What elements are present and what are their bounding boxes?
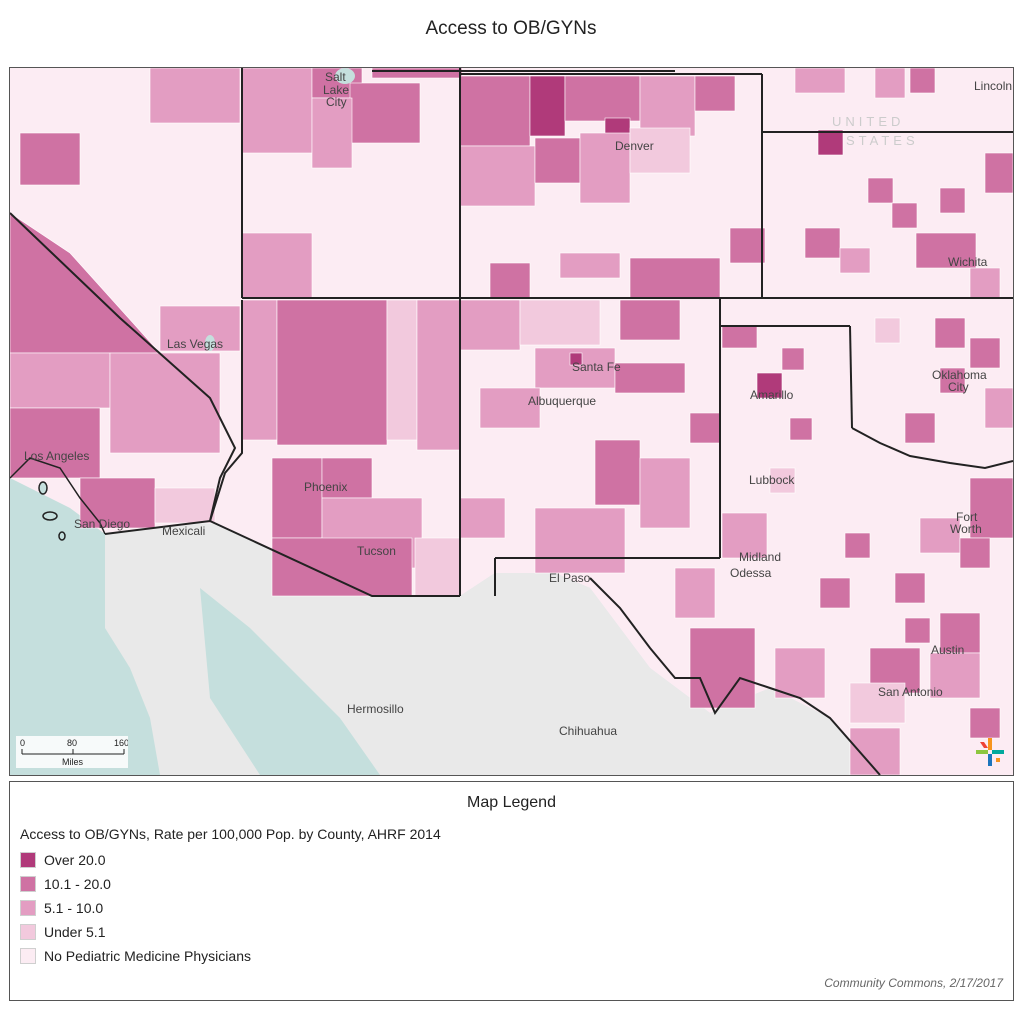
country-label: UNITED [832,114,904,129]
map-label: Albuquerque [528,394,596,408]
legend-label: No Pediatric Medicine Physicians [44,948,251,964]
legend-label: Under 5.1 [44,924,106,940]
channel-island [38,481,48,495]
map-label: Lake [323,83,349,97]
great-salt-lake [335,68,355,84]
map-label: San Antonio [878,685,943,699]
map-label: Oklahoma [932,368,987,382]
map-label: San Diego [74,517,130,531]
legend-item: 5.1 - 10.0 [20,896,251,920]
map-viewport[interactable]: Salt Lake City Denver Lincoln Wichita La… [9,67,1014,776]
state-borders [10,68,1013,775]
scale-tick-label: 160 [114,738,128,748]
scale-unit-label: Miles [62,757,84,767]
legend-label: 5.1 - 10.0 [44,900,104,916]
community-commons-logo-icon [976,738,1004,766]
map-title: Access to OB/GYNs [425,18,597,39]
legend-item: Under 5.1 [20,920,251,944]
map-label: Los Angeles [24,449,89,463]
legend-swatch [20,948,36,964]
map-label: Las Vegas [167,337,223,351]
coastline [10,457,106,535]
legend-list: Over 20.0 10.1 - 20.0 5.1 - 10.0 Under 5… [20,848,251,968]
scale-tick-label: 80 [67,738,77,748]
map-label: Amarillo [750,388,794,402]
legend-label: 10.1 - 20.0 [44,876,111,892]
scale-bar-graphic: 0 80 160 Miles [20,738,128,767]
map-label: Midland [739,550,781,564]
legend-subtitle: Access to OB/GYNs, Rate per 100,000 Pop.… [20,826,441,842]
map-label: Wichita [948,255,988,269]
map-label: Worth [950,522,982,536]
channel-island [58,531,66,541]
legend-item: Over 20.0 [20,848,251,872]
map-credit: Community Commons, 2/17/2017 [824,976,1003,990]
map-label: Fort [956,510,978,524]
map-label: Santa Fe [572,360,621,374]
place-labels: Salt Lake City Denver Lincoln Wichita La… [24,70,1012,738]
map-legend: Map Legend Access to OB/GYNs, Rate per 1… [9,781,1014,1001]
map-label: City [948,380,969,394]
legend-item: 10.1 - 20.0 [20,872,251,896]
map-label: Tucson [357,544,396,558]
legend-label: Over 20.0 [44,852,106,868]
scale-tick-label: 0 [20,738,25,748]
map-label: Odessa [730,566,772,580]
legend-swatch [20,852,36,868]
map-label: Chihuahua [559,724,617,738]
channel-island [42,511,58,521]
scale-bar: 0 80 160 Miles [16,736,128,768]
legend-swatch [20,900,36,916]
legend-swatch [20,876,36,892]
map-label: Salt [325,70,346,84]
lake-mead [205,335,215,351]
map-label: Hermosillo [347,702,404,716]
gulf-of-california [200,588,380,775]
map-label: Lubbock [749,473,795,487]
map-label: Austin [931,643,964,657]
map-label: El Paso [549,571,591,585]
legend-title: Map Legend [467,794,556,811]
legend-item: No Pediatric Medicine Physicians [20,944,251,968]
country-label: STATES [846,133,919,148]
map-label: Denver [615,139,654,153]
map-label: Mexicali [162,524,205,538]
map-label: City [326,95,347,109]
legend-swatch [20,924,36,940]
map-canvas[interactable]: Salt Lake City Denver Lincoln Wichita La… [10,68,1013,775]
map-label: Phoenix [304,480,347,494]
map-label: Lincoln [974,79,1012,93]
